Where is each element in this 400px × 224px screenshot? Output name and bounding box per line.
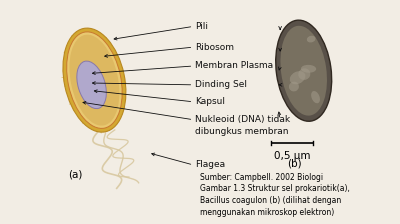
Text: dibungkus membran: dibungkus membran [195,127,289,136]
Ellipse shape [289,82,299,91]
Text: Dinding Sel: Dinding Sel [195,80,247,89]
Text: Sumber: Campbell. 2002 Biologi
Gambar 1.3 Struktur sel prokariotik(a),
Bacillus : Sumber: Campbell. 2002 Biologi Gambar 1.… [200,172,350,217]
Text: 0,5 μm: 0,5 μm [274,151,310,161]
Ellipse shape [307,36,316,42]
Text: (a): (a) [68,169,83,179]
Text: Kapsul: Kapsul [195,97,225,106]
Text: Pili: Pili [195,22,208,31]
Ellipse shape [280,26,327,116]
Ellipse shape [311,91,320,103]
Ellipse shape [67,32,122,128]
Text: Flagea: Flagea [195,160,226,170]
Ellipse shape [70,35,119,126]
Ellipse shape [276,20,332,121]
Ellipse shape [63,28,126,132]
Text: Nukleoid (DNA) tidak: Nukleoid (DNA) tidak [195,115,290,124]
Text: Ribosom: Ribosom [195,43,234,52]
Ellipse shape [77,61,106,109]
Ellipse shape [298,68,310,80]
Text: Membran Plasma: Membran Plasma [195,62,274,71]
Text: (b): (b) [287,158,302,168]
Ellipse shape [290,71,305,84]
Ellipse shape [301,65,316,73]
